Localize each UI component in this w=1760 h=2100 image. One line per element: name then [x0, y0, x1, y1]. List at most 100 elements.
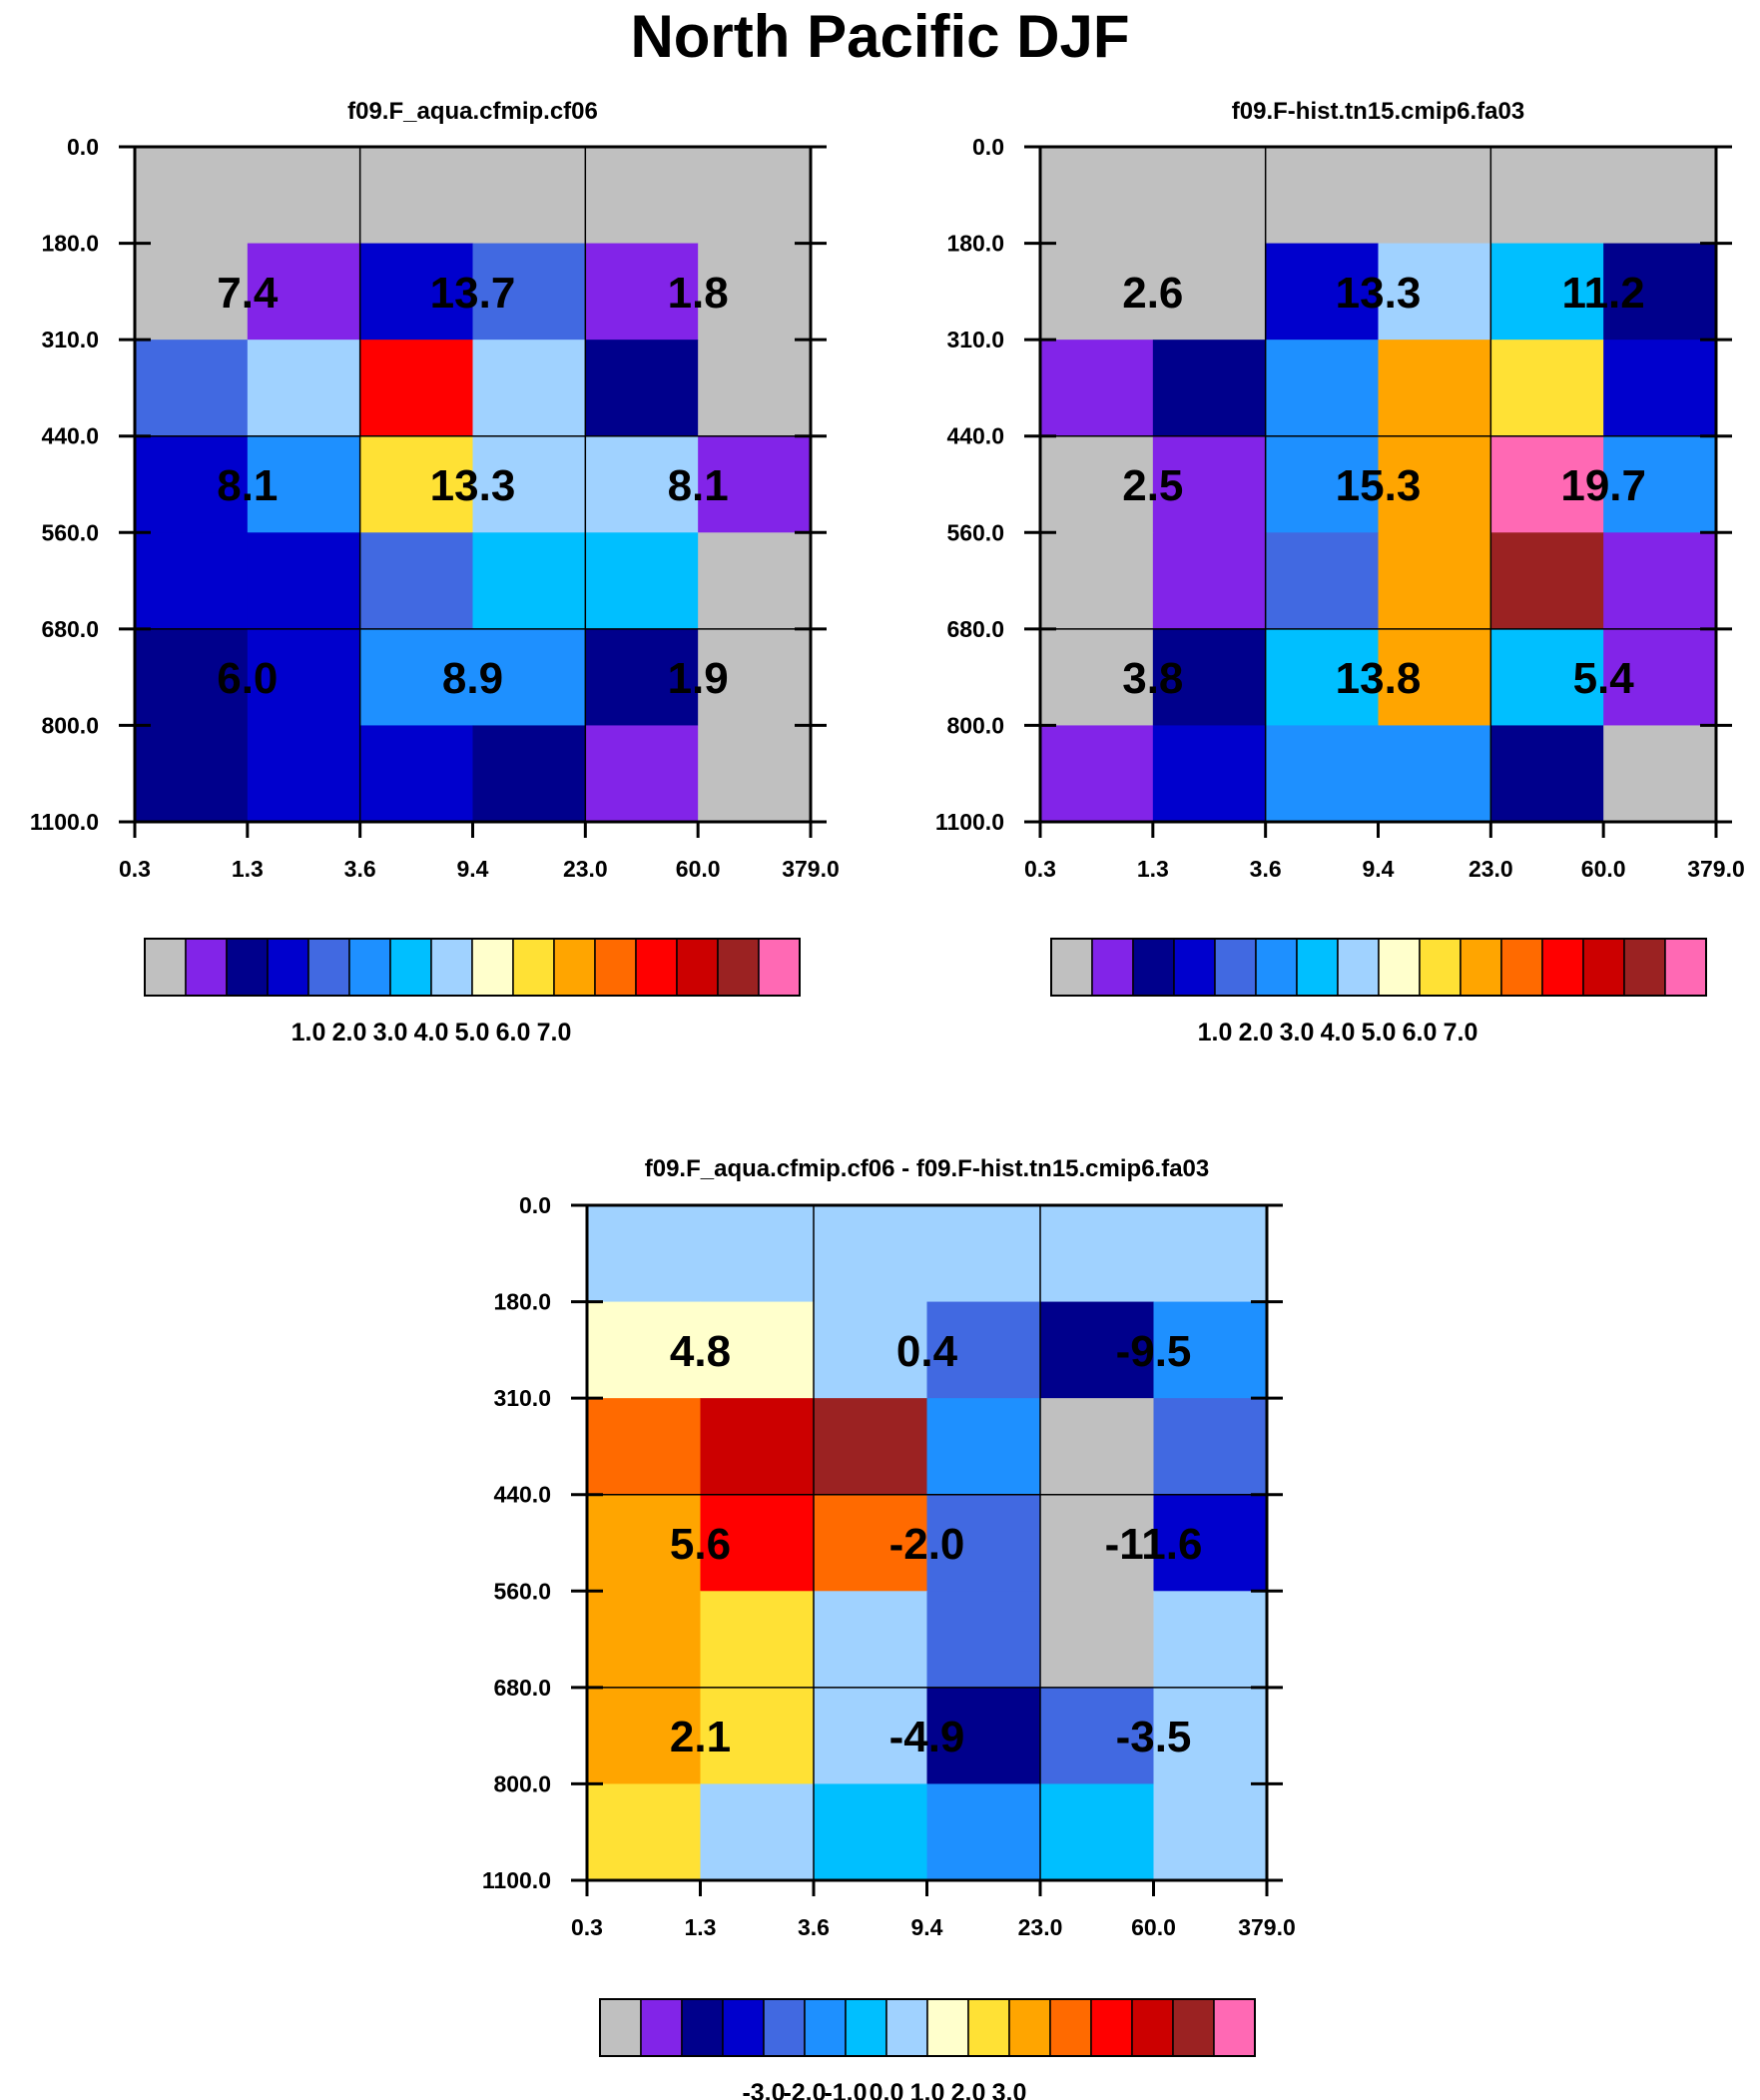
- page-title: North Pacific DJF: [630, 3, 1130, 70]
- heatmap-cell: [1265, 532, 1380, 630]
- y-tick-label: 440.0: [493, 1482, 551, 1508]
- x-tick-label: 60.0: [1581, 856, 1626, 882]
- colorbar-swatch: [717, 938, 760, 997]
- heatmap-cell: [1152, 243, 1267, 341]
- heatmap-cell: [1265, 725, 1380, 823]
- colorbar-swatch: [1214, 938, 1257, 997]
- panel-diff: f09.F_aqua.cfmip.cf06 - f09.F-hist.tn15.…: [482, 1155, 1296, 2100]
- y-tick-label: 1100.0: [30, 809, 99, 835]
- heatmap-cell: [585, 147, 699, 245]
- block-value-label: 5.4: [1573, 654, 1635, 703]
- heatmap-cell: [1040, 725, 1154, 823]
- heatmap-cell: [135, 628, 249, 727]
- colorbar-swatch: [226, 938, 269, 997]
- heatmap-cell: [814, 1301, 928, 1399]
- heatmap-cell: [1265, 340, 1380, 437]
- heatmap-cell: [700, 1687, 815, 1785]
- panel-cf06: f09.F_aqua.cfmip.cf06 0.0 180.0 310.0 440.0 5…: [30, 98, 840, 1047]
- heatmap-cell: [1152, 532, 1267, 630]
- x-tick-label: 23.0: [563, 856, 608, 882]
- colorbar-swatch: [1050, 938, 1093, 997]
- heatmap-cell: [585, 628, 699, 727]
- colorbar-label: -3.0: [742, 2079, 785, 2100]
- y-tick-label: 800.0: [493, 1770, 551, 1796]
- y-tick-label: 0.0: [519, 1192, 551, 1218]
- heatmap-cell: [1490, 435, 1604, 533]
- colorbar-label: 6.0: [496, 1019, 531, 1047]
- heatmap-cell: [247, 243, 361, 341]
- colorbar-swatch: [1582, 938, 1625, 997]
- heatmap-cell: [247, 340, 361, 437]
- heatmap-cell: [472, 435, 586, 533]
- x-tick-label: 1.3: [232, 856, 264, 882]
- colorbar-swatch: [1049, 1998, 1092, 2057]
- heatmap-cell: [359, 340, 474, 437]
- colorbar-label: 4.0: [1321, 1019, 1356, 1047]
- colorbar-swatch: [1296, 938, 1339, 997]
- colorbar-swatch: [1623, 938, 1666, 997]
- heatmap-cell: [1603, 628, 1717, 727]
- colorbar-swatch: [1664, 938, 1707, 997]
- colorbar-label: 2.0: [332, 1019, 367, 1047]
- heatmap-cell: [247, 147, 361, 245]
- heatmap-cell: [1152, 628, 1267, 727]
- x-tick-label: 9.4: [911, 1914, 943, 1940]
- block-value-label: 19.7: [1560, 461, 1646, 510]
- heatmap-cell: [585, 243, 699, 341]
- heatmap-cell: [700, 1591, 815, 1689]
- heatmap-cell: [1153, 1398, 1268, 1496]
- heatmap-cell: [1040, 147, 1154, 245]
- heatmap-cell: [1153, 1687, 1268, 1785]
- heatmap-cell: [1378, 340, 1491, 437]
- y-tick-label: 800.0: [946, 712, 1004, 738]
- colorbar-swatch: [1255, 938, 1298, 997]
- heatmap-cell: [1040, 628, 1154, 727]
- colorbar-swatch: [1008, 1998, 1051, 2057]
- colorbar-swatch: [1337, 938, 1380, 997]
- heatmap-cell: [1040, 1591, 1155, 1689]
- heatmap-cell: [359, 435, 474, 533]
- heatmap-cell: [1040, 243, 1154, 341]
- y-tick-label: 440.0: [41, 423, 99, 449]
- heatmap-cell: [1153, 1494, 1268, 1592]
- heatmap-cell: [698, 340, 812, 437]
- colorbar-swatch: [185, 938, 228, 997]
- heatmap-cell: [700, 1301, 815, 1399]
- heatmap-cell: [698, 243, 812, 341]
- colorbar-label: 1.0: [910, 2079, 945, 2100]
- heatmap-cell: [472, 243, 586, 341]
- heatmap-cell: [1040, 532, 1154, 630]
- heatmap-cell: [1378, 628, 1491, 727]
- heatmap-cell: [1153, 1783, 1268, 1881]
- y-tick-label: 310.0: [946, 327, 1004, 352]
- colorbar-swatch: [1131, 1998, 1174, 2057]
- y-tick-label: 800.0: [41, 712, 99, 738]
- x-tick-label: 23.0: [1018, 1914, 1063, 1940]
- colorbar-swatch: [845, 1998, 887, 2057]
- x-tick-label: 3.6: [1250, 856, 1282, 882]
- colorbar-swatch: [1090, 1998, 1133, 2057]
- panel-fa03: f09.F-hist.tn15.cmip6.fa03 0.0 180.0 310.0 4…: [935, 98, 1745, 1047]
- colorbar-label: 1.0: [1198, 1019, 1233, 1047]
- colorbar-swatch: [804, 1998, 847, 2057]
- heatmap-cell: [587, 1494, 702, 1592]
- panel-title: f09.F_aqua.cfmip.cf06: [347, 98, 598, 125]
- block-value-label: 15.3: [1336, 461, 1422, 510]
- x-tick-label: 1.3: [685, 1914, 717, 1940]
- y-tick-label: 680.0: [41, 616, 99, 642]
- heatmap-cell: [587, 1205, 702, 1303]
- heatmap-cell: [1490, 147, 1604, 245]
- heatmap-cell: [700, 1783, 815, 1881]
- colorbar-swatch: [430, 938, 473, 997]
- heatmap-cell: [1603, 243, 1717, 341]
- colorbar-frame: [1050, 938, 1707, 997]
- block-value-label: 8.9: [442, 654, 503, 703]
- heatmap-cell: [1265, 243, 1380, 341]
- heatmap-cell: [698, 147, 812, 245]
- colorbar-label: 6.0: [1403, 1019, 1438, 1047]
- colorbar-swatch: [389, 938, 432, 997]
- colorbar-swatch: [1500, 938, 1543, 997]
- y-tick-label: 1100.0: [935, 809, 1004, 835]
- colorbar-swatch: [676, 938, 719, 997]
- heatmap-cell: [700, 1205, 815, 1303]
